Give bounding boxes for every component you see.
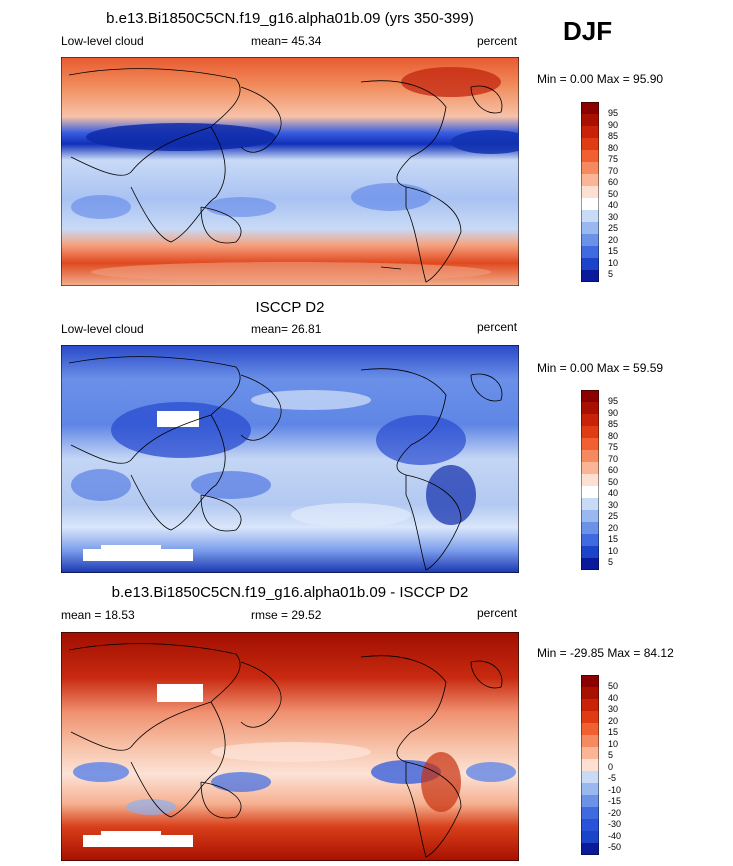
colorbar-tick-label: 30 [608, 499, 619, 510]
colorbar-tick-label: 40 [608, 200, 619, 210]
colorbar-tick-label: 85 [608, 419, 619, 429]
panel3-title: b.e13.Bi1850C5CN.f19_g16.alpha01b.09 - I… [111, 584, 469, 601]
panel1-colorbar [581, 102, 599, 282]
panel3-map [61, 632, 519, 861]
colorbar-tick-label: -40 [608, 830, 622, 841]
colorbar-tick-label: 30 [608, 211, 619, 222]
panel2-units-label: percent [477, 320, 518, 334]
panel1-colorbar-labels: 95 90 85 80 75 70 60 50 40 30 25 20 15 1… [608, 108, 618, 281]
panel1-mean-label: mean= 45.34 [251, 34, 322, 48]
panel3-mean-label: mean = 18.53 [61, 608, 135, 622]
colorbar-tick-label: 90 [608, 407, 619, 418]
panel2-title: ISCCP D2 [255, 299, 325, 316]
panel2-variable-label: Low-level cloud [61, 322, 144, 336]
colorbar-tick-label: 70 [608, 165, 619, 176]
colorbar-tick-label: 15 [608, 534, 619, 544]
panel1-units-label: percent [477, 34, 518, 48]
season-label: DJF [563, 16, 613, 46]
panel3-units-label: percent [477, 606, 518, 620]
colorbar-tick-label: 10 [608, 257, 619, 268]
colorbar-tick-label: -10 [608, 784, 622, 795]
panel3-colorbar [581, 675, 599, 855]
colorbar-tick-label: 95 [608, 396, 619, 406]
panel2-map [61, 345, 519, 573]
colorbar-tick-label: 50 [608, 476, 619, 487]
colorbar-tick-label: -30 [608, 819, 622, 829]
colorbar-tick-label: 15 [608, 727, 619, 737]
colorbar-tick-label: 50 [608, 188, 619, 199]
colorbar-tick-label: -5 [608, 773, 617, 783]
colorbar-tick-label: 5 [608, 269, 614, 279]
colorbar-tick-label: 80 [608, 142, 619, 153]
panel2-mean-label: mean= 26.81 [251, 322, 322, 336]
panel3-rmse-label: rmse = 29.52 [251, 608, 322, 622]
colorbar-tick-label: 95 [608, 108, 619, 118]
colorbar-tick-label: 70 [608, 453, 619, 464]
panel2-colorbar [581, 390, 599, 570]
colorbar-tick-label: -15 [608, 796, 622, 806]
colorbar-tick-label: 25 [608, 511, 619, 521]
colorbar-tick-label: -50 [608, 842, 622, 852]
colorbar-tick-label: 85 [608, 131, 619, 141]
colorbar-tick-label: 75 [608, 154, 619, 164]
colorbar-tick-label: 80 [608, 430, 619, 441]
colorbar-tick-label: 5 [608, 557, 614, 567]
panel3-colorbar-labels: 50 40 30 20 15 10 5 0 -5 -10 -15 -20 -30… [608, 681, 621, 854]
colorbar-tick-label: 20 [608, 715, 619, 726]
colorbar-tick-label: 25 [608, 223, 619, 233]
colorbar-tick-label: 10 [608, 738, 619, 749]
colorbar-tick-label: 60 [608, 465, 619, 475]
colorbar-tick-label: 15 [608, 246, 619, 256]
colorbar-tick-label: 50 [608, 681, 619, 691]
colorbar-tick-label: -20 [608, 807, 622, 818]
panel1-variable-label: Low-level cloud [61, 34, 144, 48]
colorbar-tick-label: 40 [608, 488, 619, 498]
panel1-title: b.e13.Bi1850C5CN.f19_g16.alpha01b.09 (yr… [106, 10, 474, 27]
colorbar-tick-label: 75 [608, 442, 619, 452]
colorbar-tick-label: 20 [608, 234, 619, 245]
panel2-minmax: Min = 0.00 Max = 59.59 [537, 361, 664, 375]
panel1-minmax: Min = 0.00 Max = 95.90 [537, 72, 664, 86]
colorbar-tick-label: 90 [608, 119, 619, 130]
colorbar-tick-label: 5 [608, 750, 614, 760]
colorbar-tick-label: 30 [608, 704, 619, 714]
colorbar-tick-label: 0 [608, 761, 614, 772]
colorbar-tick-label: 40 [608, 692, 619, 703]
panel2-colorbar-labels: 95 90 85 80 75 70 60 50 40 30 25 20 15 1… [608, 396, 618, 569]
colorbar-tick-label: 60 [608, 177, 619, 187]
panel1-map [61, 57, 519, 286]
colorbar-tick-label: 10 [608, 545, 619, 556]
panel3-minmax: Min = -29.85 Max = 84.12 [537, 646, 674, 660]
colorbar-tick-label: 20 [608, 522, 619, 533]
